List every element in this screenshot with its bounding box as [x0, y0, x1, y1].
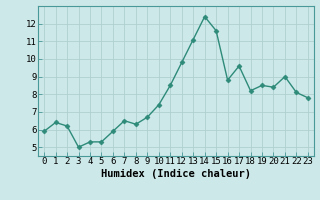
X-axis label: Humidex (Indice chaleur): Humidex (Indice chaleur) — [101, 169, 251, 179]
